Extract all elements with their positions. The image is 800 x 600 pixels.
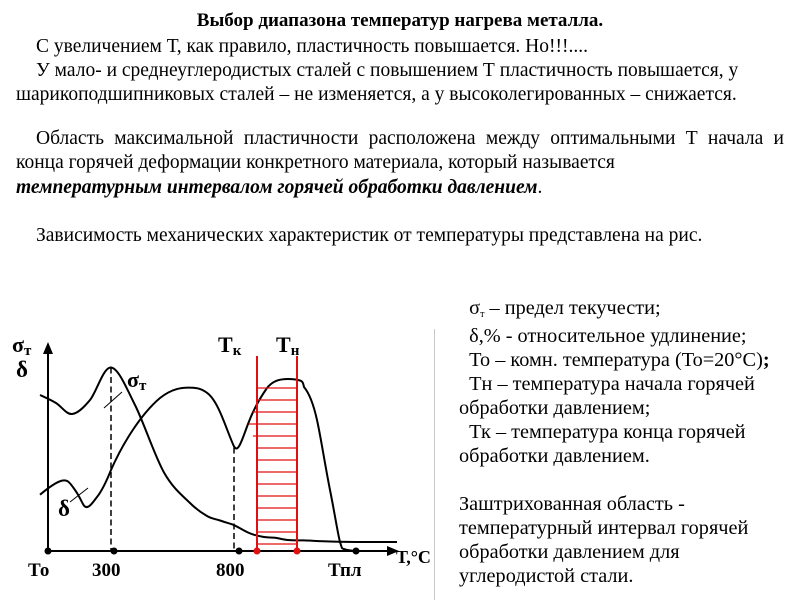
svg-text:Тн: Тн: [276, 332, 300, 359]
svg-text:δ: δ: [58, 496, 70, 521]
svg-text:δ: δ: [16, 357, 28, 382]
svg-text:То: То: [28, 560, 49, 581]
svg-text:800: 800: [216, 560, 245, 581]
svg-text:300: 300: [92, 560, 121, 581]
svg-text:Тк: Тк: [218, 332, 242, 359]
svg-text:Тпл: Тпл: [328, 560, 362, 581]
svg-text:σт: σт: [127, 367, 147, 394]
svg-text:Т,°C: Т,°C: [396, 547, 431, 567]
svg-text:σт: σт: [12, 332, 32, 359]
